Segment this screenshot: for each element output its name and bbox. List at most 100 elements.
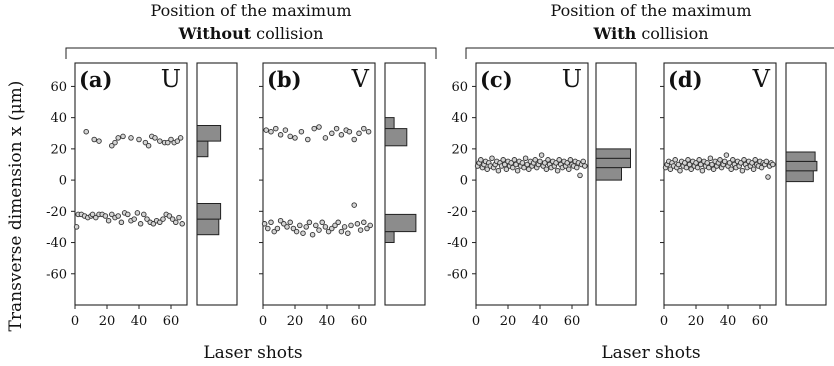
data-point bbox=[335, 219, 341, 226]
data-point bbox=[329, 130, 335, 137]
x-tick-label: 0 bbox=[259, 314, 267, 329]
data-point bbox=[73, 224, 80, 230]
data-point bbox=[354, 221, 361, 227]
group-title-without-line2: Without collision bbox=[178, 24, 324, 43]
data-point bbox=[282, 127, 289, 133]
data-point bbox=[83, 128, 89, 135]
data-point bbox=[582, 163, 588, 169]
component-label: U bbox=[562, 65, 582, 93]
data-point bbox=[500, 157, 506, 163]
histogram-bar bbox=[595, 148, 631, 159]
x-axis-label-right: Laser shots bbox=[601, 343, 700, 363]
data-point bbox=[96, 138, 102, 144]
data-point bbox=[478, 157, 484, 163]
data-point bbox=[577, 172, 583, 179]
data-point bbox=[706, 164, 712, 171]
data-point bbox=[750, 166, 757, 172]
data-point bbox=[118, 219, 125, 226]
data-point bbox=[514, 167, 521, 174]
data-point bbox=[574, 164, 580, 171]
y-tick-label: 0 bbox=[460, 174, 468, 189]
data-point bbox=[277, 132, 284, 138]
histogram-bar bbox=[384, 117, 395, 129]
data-point bbox=[115, 213, 121, 219]
histogram-bar bbox=[384, 231, 395, 244]
histogram-frame bbox=[196, 62, 238, 306]
data-point bbox=[707, 155, 714, 161]
data-point bbox=[287, 219, 293, 226]
data-point bbox=[261, 221, 268, 227]
y-tick-label: -20 bbox=[46, 205, 67, 220]
data-point bbox=[704, 160, 710, 166]
histogram-bar bbox=[384, 128, 408, 147]
x-tick-label: 40 bbox=[131, 314, 148, 329]
data-point bbox=[763, 158, 770, 165]
data-point bbox=[685, 157, 691, 163]
data-point bbox=[567, 157, 574, 163]
data-point bbox=[125, 211, 131, 218]
data-point bbox=[89, 211, 96, 218]
data-point bbox=[109, 142, 115, 149]
y-tick-label: -40 bbox=[46, 236, 67, 251]
histogram-bar bbox=[196, 125, 222, 142]
y-tick-label: -40 bbox=[447, 236, 468, 251]
data-point bbox=[157, 138, 163, 144]
panels: 60 40 20 0 -20 -40 -60 0 20 40 60 (a) U 0 20 40 60 (b) V 60… bbox=[46, 62, 827, 329]
data-point bbox=[273, 125, 279, 132]
data-point bbox=[128, 135, 134, 141]
data-point bbox=[169, 216, 176, 222]
plot-frame bbox=[475, 62, 589, 306]
data-point bbox=[730, 157, 736, 163]
group-title-with-line2: With collision bbox=[592, 24, 708, 43]
data-point bbox=[709, 161, 715, 168]
plot-frame bbox=[663, 62, 777, 306]
y-tick-label: 20 bbox=[451, 142, 468, 157]
data-point bbox=[765, 174, 771, 180]
data-point bbox=[341, 224, 348, 230]
data-point bbox=[364, 225, 370, 232]
group-title-with: Position of the maximum With collision bbox=[465, 1, 834, 59]
data-point bbox=[338, 132, 345, 138]
data-point bbox=[325, 228, 332, 235]
data-point bbox=[333, 125, 340, 132]
data-point bbox=[112, 139, 118, 146]
group-bracket-with bbox=[465, 47, 834, 59]
data-point bbox=[677, 167, 683, 174]
data-point bbox=[545, 157, 551, 163]
data-point bbox=[177, 135, 184, 141]
data-point bbox=[508, 160, 514, 166]
data-point bbox=[274, 225, 281, 232]
data-point bbox=[144, 216, 150, 222]
data-point bbox=[309, 231, 316, 238]
group-title-without-bold: Without bbox=[178, 24, 252, 43]
data-point bbox=[351, 136, 357, 143]
data-point bbox=[157, 219, 163, 226]
group-title-with-line1: Position of the maximum bbox=[550, 1, 751, 20]
data-point bbox=[179, 221, 185, 227]
data-point bbox=[109, 211, 115, 218]
data-point bbox=[758, 164, 765, 171]
component-label: V bbox=[351, 65, 370, 93]
data-point bbox=[553, 160, 559, 166]
data-point bbox=[510, 164, 516, 171]
x-tick-label: 60 bbox=[163, 314, 180, 329]
data-point bbox=[287, 133, 293, 140]
component-label: U bbox=[161, 65, 181, 93]
histogram-bar bbox=[785, 151, 816, 162]
panel-label: (c) bbox=[480, 67, 513, 92]
data-point bbox=[682, 160, 688, 166]
data-point bbox=[168, 136, 174, 143]
panel-1: 0 20 40 60 (b) V bbox=[259, 62, 426, 329]
group-title-without-line1: Position of the maximum bbox=[150, 1, 351, 20]
x-tick-label: 60 bbox=[752, 314, 769, 329]
data-point bbox=[696, 157, 702, 163]
data-point bbox=[667, 166, 674, 172]
data-point bbox=[524, 161, 530, 168]
plot-frame bbox=[74, 62, 188, 306]
data-point bbox=[348, 222, 354, 229]
data-point bbox=[145, 142, 152, 149]
y-tick-label: -60 bbox=[46, 267, 67, 282]
group-title-without-rest: collision bbox=[251, 24, 323, 43]
data-point bbox=[675, 161, 682, 168]
data-point bbox=[717, 157, 723, 163]
